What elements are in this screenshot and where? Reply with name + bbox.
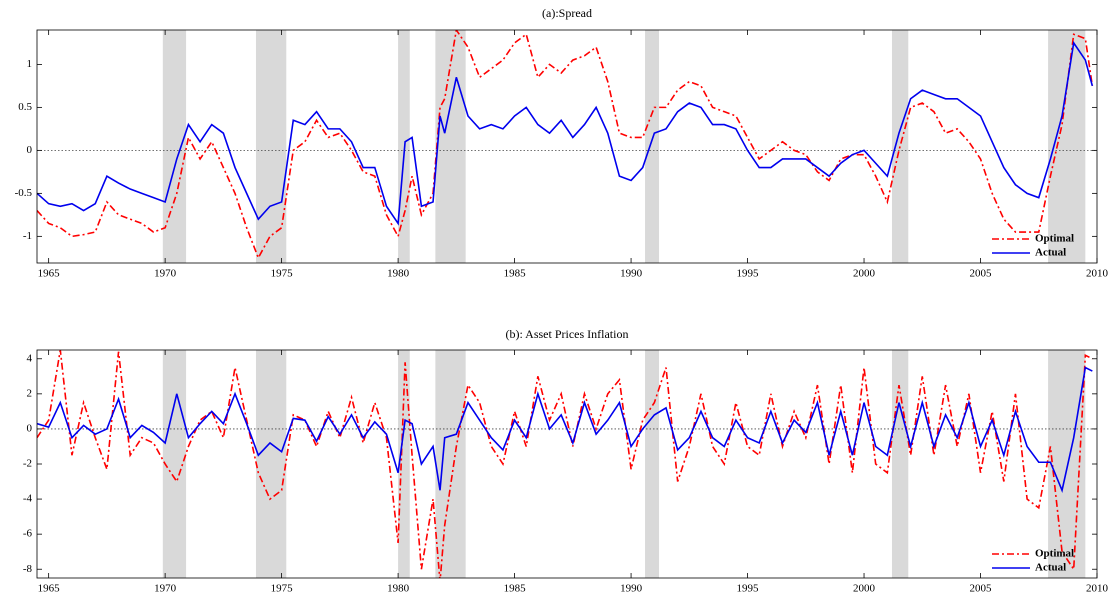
y-tick-label: -0.5 [15,187,33,199]
y-tick-label: 1 [27,58,33,70]
x-tick-label: 1990 [620,268,643,280]
x-tick-label: 1995 [737,268,760,280]
legend-label: Optimal [1035,548,1074,560]
x-tick-label: 1985 [504,268,527,280]
x-tick-label: 2010 [1086,583,1109,595]
axes-frame [36,349,1098,579]
x-tick-label: 1980 [387,268,410,280]
recession-band [435,350,466,578]
x-tick-label: 1975 [271,268,294,280]
y-tick-label: -1 [23,230,32,242]
legend-label: Actual [1035,562,1066,574]
plot-area [37,350,1093,578]
y-tick-label: 0 [27,144,33,156]
recession-band [645,30,660,263]
x-tick-label: 2000 [853,583,876,595]
legend-label: Actual [1035,247,1066,259]
panel-title: (b): Asset Prices Inflation [506,327,629,341]
recession-band [255,30,287,263]
series-line [37,40,1094,226]
y-tick-label: 0.5 [18,101,32,113]
x-tick-label: 1990 [620,583,643,595]
recession-band [1048,350,1086,578]
plot-area [37,30,1094,260]
x-tick-label: 2000 [853,268,876,280]
x-tick-label: 1995 [737,583,760,595]
x-tick-label: 1965 [38,583,61,595]
x-tick-label: 1965 [38,268,61,280]
y-tick-label: 0 [27,422,33,434]
recession-band [162,30,187,263]
y-tick-label: -8 [23,563,33,575]
recession-band [162,350,187,578]
y-tick-label: -4 [23,493,33,505]
y-tick-label: -2 [23,458,32,470]
recession-band [891,350,909,578]
series-line [37,366,1093,493]
recession-band [435,30,466,263]
x-tick-label: 2010 [1086,268,1109,280]
series-line [37,350,1093,578]
x-tick-label: 1975 [271,583,294,595]
x-tick-label: 2005 [970,583,993,595]
panel: (b): Asset Prices Inflation -8 -6 -4 -2 0 2 4 19… [23,327,1109,595]
panel: (a):Spread -1 -0.5 0 0.5 1 1965 1970 1975 1980 198… [15,6,1109,280]
x-tick-label: 1970 [154,268,177,280]
axes-frame [36,29,1098,264]
recession-band [645,350,660,578]
series-line [37,30,1094,260]
recession-band [398,350,410,578]
y-tick-label: -6 [23,528,33,540]
x-tick-label: 1980 [387,583,410,595]
panel-title: (a):Spread [542,6,592,20]
recession-band [255,350,287,578]
legend-label: Optimal [1035,233,1074,245]
y-tick-label: 4 [27,352,33,364]
x-tick-label: 1970 [154,583,177,595]
y-tick-label: 2 [27,387,33,399]
x-tick-label: 1985 [504,583,527,595]
x-tick-label: 2005 [970,268,993,280]
